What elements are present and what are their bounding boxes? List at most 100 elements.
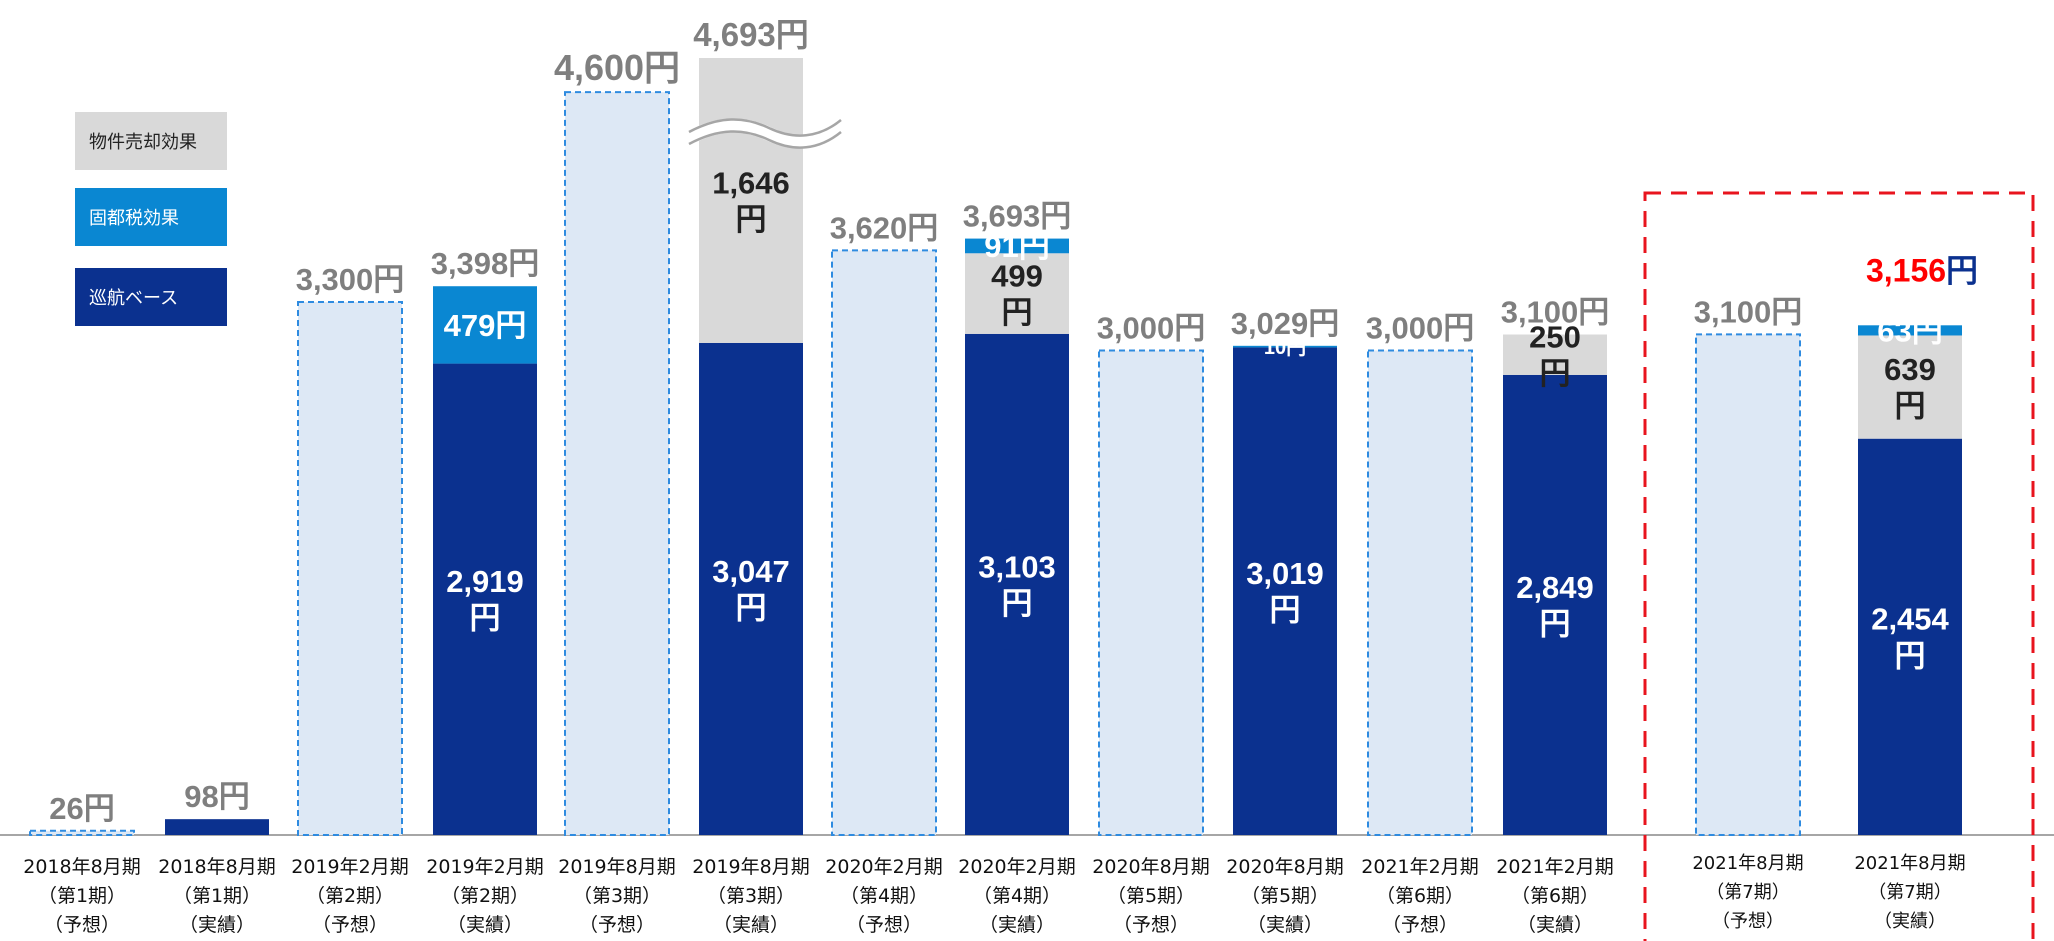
bar-segment-tax bbox=[433, 286, 537, 364]
axis-break-mask bbox=[685, 118, 846, 149]
x-tick-label: 2020年2月期 （第4期） （予想） bbox=[814, 853, 954, 940]
x-tick-line: （実績） bbox=[978, 914, 1055, 936]
highlight-box-period7 bbox=[1643, 191, 2035, 941]
segment-label: 3,103 円 bbox=[978, 549, 1056, 621]
segment-label: 2,849 円 bbox=[1516, 570, 1594, 642]
x-tick-label: 2019年8月期 （第3期） （実績） bbox=[681, 853, 821, 940]
x-tick-line: （予想） bbox=[1712, 911, 1784, 932]
segment-label: 3,019 円 bbox=[1246, 556, 1324, 628]
x-tick-label: 2020年8月期 （第5期） （実績） bbox=[1215, 853, 1355, 940]
total-label: 3,000円 bbox=[1366, 311, 1475, 346]
total-label: 3,693円 bbox=[963, 199, 1072, 234]
x-tick-label: 2019年8月期 （第3期） （予想） bbox=[547, 853, 687, 940]
total-label: 3,300円 bbox=[296, 262, 405, 297]
total-label: 26円 bbox=[49, 791, 114, 826]
bar-segment-base bbox=[1858, 438, 1962, 835]
bar-segment-tax bbox=[965, 238, 1069, 254]
x-tick-line: （予想） bbox=[1381, 914, 1458, 936]
x-tick-line: （第1期） bbox=[172, 885, 262, 907]
bar-segment-property bbox=[1503, 334, 1607, 375]
legend-label-base: 巡航ベース bbox=[89, 288, 179, 309]
legend-label-tax: 固都税効果 bbox=[89, 208, 179, 229]
forecast-bar bbox=[1695, 333, 1801, 836]
x-tick-line: 2018年8月期 bbox=[158, 856, 276, 878]
x-tick-line: （第4期） bbox=[839, 885, 929, 907]
x-tick-line: 2019年2月期 bbox=[291, 856, 409, 878]
bar-segment-tax bbox=[1233, 345, 1337, 348]
x-tick-label: 2018年8月期 （第1期） （実績） bbox=[147, 853, 287, 940]
segment-label: 499 円 bbox=[991, 258, 1043, 330]
segment-label: 2,454 円 bbox=[1871, 602, 1949, 674]
axis-break-line bbox=[688, 130, 842, 149]
total-label: 3,398円 bbox=[431, 246, 540, 281]
forecast-bar bbox=[29, 829, 135, 837]
x-tick-line: 2021年8月期 bbox=[1692, 853, 1804, 874]
x-tick-line: （第4期） bbox=[972, 885, 1062, 907]
x-tick-line: （第6期） bbox=[1510, 885, 1600, 907]
segment-label: 250 円 bbox=[1529, 320, 1581, 392]
bar-segment-base bbox=[433, 363, 537, 835]
x-tick-line: （実績） bbox=[178, 914, 255, 936]
legend-item-base: 巡航ベース bbox=[75, 268, 227, 326]
x-tick-label: 2021年2月期 （第6期） （実績） bbox=[1485, 853, 1625, 940]
x-tick-line: 2021年8月期 bbox=[1854, 853, 1966, 874]
segment-label: 3,047 円 bbox=[712, 554, 790, 626]
x-tick-line: 2019年8月期 bbox=[692, 856, 810, 878]
x-tick-line: （第3期） bbox=[706, 885, 796, 907]
segment-label: 639 円 bbox=[1884, 352, 1936, 424]
x-tick-line: （予想） bbox=[311, 914, 388, 936]
bar-segment-tax bbox=[1858, 325, 1962, 336]
total-label: 4,600円 bbox=[554, 47, 680, 88]
segment-label: 479円 bbox=[444, 308, 527, 343]
segment-label: 63円 bbox=[1877, 314, 1942, 349]
bar-segment-property bbox=[1858, 335, 1962, 439]
x-tick-line: （第1期） bbox=[37, 885, 127, 907]
x-tick-line: 2019年8月期 bbox=[558, 856, 676, 878]
x-tick-line: （実績） bbox=[1874, 911, 1946, 932]
x-tick-line: 2020年2月期 bbox=[958, 856, 1076, 878]
x-tick-label: 2021年8月期 （第7期） （予想） bbox=[1678, 849, 1818, 936]
total-label: 98円 bbox=[184, 779, 249, 814]
total-label-highlight: 3,156円 bbox=[1866, 252, 1978, 288]
x-tick-line: （実績） bbox=[712, 914, 789, 936]
forecast-bar bbox=[1098, 349, 1204, 836]
bar-segment-base bbox=[165, 819, 269, 835]
bar-segment-base bbox=[965, 333, 1069, 835]
x-tick-line: 2021年2月期 bbox=[1496, 856, 1614, 878]
x-tick-line: （予想） bbox=[845, 914, 922, 936]
segment-label: 1,646 円 bbox=[712, 165, 790, 237]
total-label: 4,693円 bbox=[693, 16, 809, 53]
x-tick-line: （予想） bbox=[578, 914, 655, 936]
bar-segment-property bbox=[965, 253, 1069, 334]
x-tick-label: 2020年2月期 （第4期） （実績） bbox=[947, 853, 1087, 940]
forecast-bar bbox=[564, 91, 670, 837]
total-label: 3,620円 bbox=[830, 210, 939, 245]
total-label: 3,100円 bbox=[1694, 294, 1803, 329]
legend-label-property: 物件売却効果 bbox=[89, 132, 197, 153]
x-tick-line: （第2期） bbox=[440, 885, 530, 907]
x-tick-line: （予想） bbox=[43, 914, 120, 936]
x-tick-line: （予想） bbox=[1112, 914, 1189, 936]
x-tick-line: （第7期） bbox=[1706, 882, 1790, 903]
forecast-bar bbox=[297, 301, 403, 836]
bar-segment-property bbox=[699, 58, 803, 343]
x-tick-line: （第2期） bbox=[305, 885, 395, 907]
x-tick-label: 2021年8月期 （第7期） （実績） bbox=[1840, 849, 1980, 936]
x-tick-line: 2019年2月期 bbox=[426, 856, 544, 878]
bar-segment-base bbox=[1233, 347, 1337, 835]
x-tick-line: （実績） bbox=[1516, 914, 1593, 936]
total-label: 3,000円 bbox=[1097, 311, 1206, 346]
total-label: 3,029円 bbox=[1231, 306, 1340, 341]
x-tick-label: 2021年2月期 （第6期） （予想） bbox=[1350, 853, 1490, 940]
x-tick-line: 2020年2月期 bbox=[825, 856, 943, 878]
x-tick-line: 2021年2月期 bbox=[1361, 856, 1479, 878]
x-tick-line: （第7期） bbox=[1868, 882, 1952, 903]
x-tick-line: （第6期） bbox=[1375, 885, 1465, 907]
x-tick-label: 2019年2月期 （第2期） （予想） bbox=[280, 853, 420, 940]
x-tick-line: 2020年8月期 bbox=[1092, 856, 1210, 878]
x-tick-line: （第5期） bbox=[1106, 885, 1196, 907]
x-tick-line: （第5期） bbox=[1240, 885, 1330, 907]
total-label: 3,100円 bbox=[1501, 295, 1610, 330]
bar-segment-base bbox=[1503, 374, 1607, 835]
